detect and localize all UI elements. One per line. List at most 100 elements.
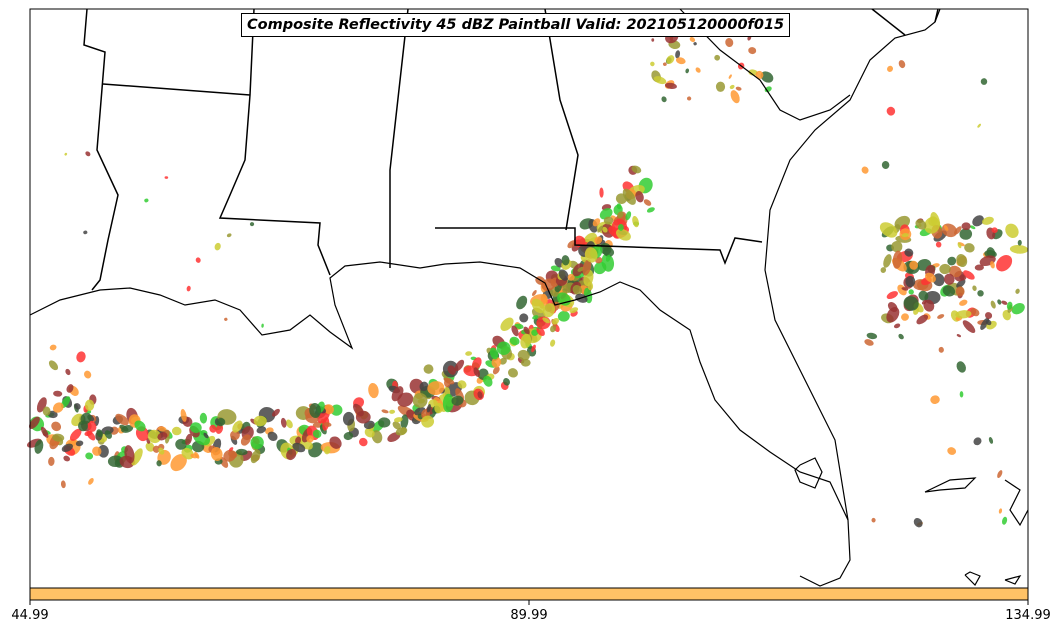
reflectivity-blob	[323, 422, 332, 427]
reflectivity-blob	[938, 346, 944, 353]
reflectivity-blob	[864, 339, 874, 346]
reflectivity-blob	[483, 375, 493, 387]
reflectivity-blob	[685, 68, 690, 74]
reflectivity-blob	[84, 430, 93, 437]
reflectivity-blob	[186, 285, 191, 292]
reflectivity-blob	[323, 446, 331, 455]
reflectivity-blob	[956, 361, 966, 373]
reflectivity-blob	[675, 57, 686, 65]
reflectivity-blob	[499, 357, 507, 365]
reflectivity-blob	[236, 448, 248, 456]
reflectivity-blob	[52, 433, 65, 442]
reflectivity-blob	[714, 54, 721, 61]
island-coast-2	[1004, 575, 1022, 585]
reflectivity-blob	[203, 432, 209, 439]
reflectivity-blob	[532, 289, 537, 297]
reflectivity-blob	[465, 351, 473, 356]
reflectivity-blob	[901, 233, 909, 238]
colorbar-tick-label: 44.99	[11, 608, 49, 623]
reflectivity-blob	[342, 411, 355, 426]
reflectivity-blob	[63, 455, 71, 462]
reflectivity-blob	[558, 269, 569, 281]
reflectivity-blob	[1001, 516, 1008, 525]
reflectivity-blob	[963, 270, 975, 280]
reflectivity-blob	[918, 290, 929, 301]
reflectivity-blob	[748, 69, 758, 76]
reflectivity-blob	[901, 313, 909, 321]
reflectivity-blob	[471, 357, 482, 370]
reflectivity-blob	[517, 349, 530, 361]
reflectivity-blob	[997, 299, 1002, 305]
reflectivity-blob	[195, 257, 201, 263]
reflectivity-blob	[503, 378, 510, 386]
reflectivity-blob	[956, 279, 966, 288]
reflectivity-blob	[359, 437, 368, 447]
reflectivity-blob	[561, 255, 570, 266]
reflectivity-blob	[395, 427, 408, 436]
reflectivity-blob	[764, 86, 772, 93]
reflectivity-blob	[65, 368, 71, 376]
reflectivity-blob	[219, 456, 229, 468]
reflectivity-blob	[473, 367, 481, 378]
reflectivity-blob	[419, 381, 429, 392]
reflectivity-blob	[49, 344, 57, 351]
reflectivity-blob	[729, 84, 735, 90]
island-coast	[964, 571, 981, 586]
reflectivity-blob	[599, 187, 604, 198]
reflectivity-blob	[715, 81, 726, 92]
reflectivity-blob	[618, 224, 624, 231]
reflectivity-blob	[593, 261, 607, 275]
reflectivity-blob	[861, 166, 869, 174]
reflectivity-blob	[48, 456, 55, 467]
reflectivity-blob	[391, 386, 404, 402]
reflectivity-blob	[496, 341, 511, 356]
reflectivity-blob	[88, 477, 94, 485]
reflectivity-blob	[1009, 244, 1029, 254]
reflectivity-blob	[943, 273, 955, 285]
reflectivity-blob	[523, 326, 530, 335]
reflectivity-blob	[693, 42, 697, 46]
reflectivity-blob	[75, 440, 84, 447]
reflectivity-blob	[924, 216, 940, 234]
reflectivity-blob	[879, 222, 898, 238]
reflectivity-blob	[457, 380, 467, 389]
reflectivity-blob	[985, 312, 993, 319]
reflectivity-blob	[531, 329, 539, 336]
reflectivity-blob	[216, 417, 226, 427]
reflectivity-blob	[511, 325, 519, 337]
reflectivity-blob	[904, 248, 914, 257]
reflectivity-blob	[567, 240, 576, 249]
reflectivity-blob	[955, 286, 965, 297]
reflectivity-blob	[28, 416, 40, 429]
reflectivity-blob	[434, 402, 444, 414]
reflectivity-blob	[312, 429, 322, 439]
reflectivity-blob	[605, 254, 611, 262]
reflectivity-blob	[224, 317, 228, 321]
reflectivity-blob	[542, 317, 550, 324]
reflectivity-blob	[997, 470, 1003, 478]
reflectivity-blob	[156, 460, 162, 467]
reflectivity-blob	[569, 307, 579, 314]
reflectivity-blob	[280, 417, 287, 428]
reflectivity-blob	[171, 426, 182, 436]
reflectivity-blob	[582, 259, 592, 276]
border-alabama-georgia	[544, 8, 579, 231]
reflectivity-blob	[427, 381, 445, 396]
reflectivity-blob	[635, 190, 644, 203]
reflectivity-blob	[913, 517, 923, 528]
reflectivity-blob	[48, 360, 59, 371]
reflectivity-blob	[53, 390, 63, 397]
reflectivity-blob	[230, 430, 240, 441]
reflectivity-blob	[164, 176, 169, 179]
reflectivity-blob	[180, 408, 187, 422]
reflectivity-blob	[982, 216, 994, 225]
reflectivity-blob	[990, 261, 995, 269]
reflectivity-blob	[974, 264, 984, 271]
reflectivity-blob	[508, 368, 518, 378]
reflectivity-blob	[232, 420, 243, 433]
reflectivity-blob	[250, 449, 261, 464]
reflectivity-blob	[306, 435, 314, 443]
reflectivity-blob	[915, 219, 927, 230]
reflectivity-blob	[145, 442, 155, 452]
reflectivity-blob	[61, 443, 73, 453]
